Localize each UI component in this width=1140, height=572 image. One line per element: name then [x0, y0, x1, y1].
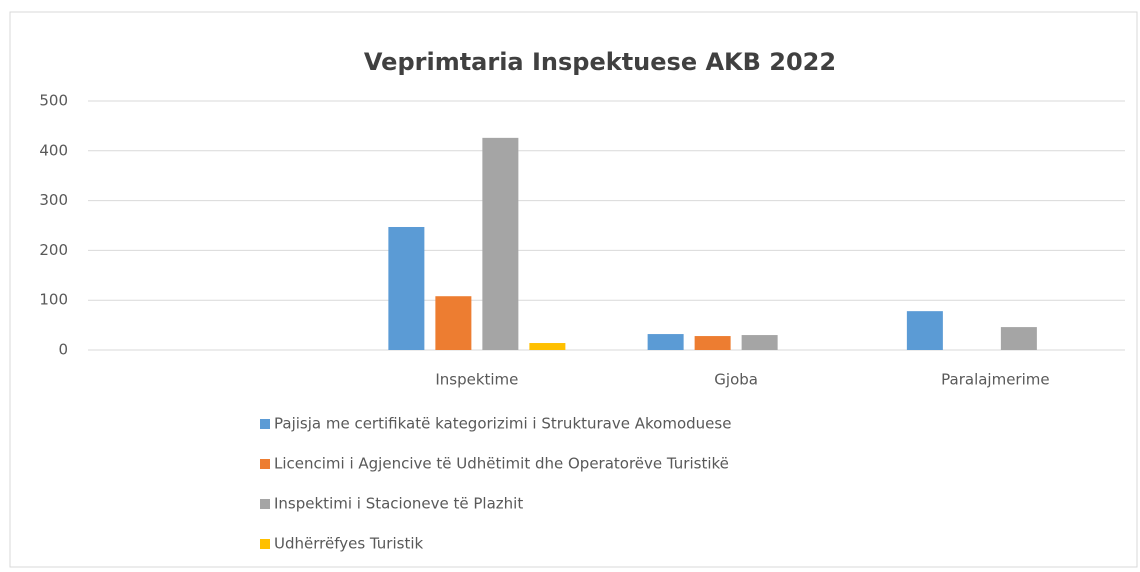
- y-tick-label: 200: [39, 241, 68, 259]
- y-tick-label: 400: [39, 141, 68, 159]
- bar: [906, 311, 943, 350]
- bar: [647, 334, 684, 350]
- legend-label: Inspektimi i Stacioneve të Plazhit: [274, 495, 523, 513]
- bar: [741, 335, 778, 350]
- y-tick-label: 500: [39, 92, 68, 110]
- legend-label: Licencimi i Agjencive të Udhëtimit dhe O…: [274, 455, 729, 473]
- bar: [388, 226, 425, 350]
- legend-swatch: [260, 499, 270, 509]
- bar: [435, 296, 472, 350]
- bar: [529, 343, 566, 350]
- x-tick-label: Gjoba: [714, 371, 758, 389]
- y-tick-label: 300: [39, 191, 68, 209]
- legend-label: Udhërrëfyes Turistik: [274, 535, 424, 553]
- legend-swatch: [260, 539, 270, 549]
- y-tick-label: 100: [39, 291, 68, 309]
- chart-frame: [9, 11, 1138, 568]
- chart-title: Veprimtaria Inspektuese AKB 2022: [364, 48, 836, 76]
- bar: [1000, 327, 1037, 350]
- x-tick-label: Paralajmerime: [941, 371, 1049, 389]
- x-tick-label: Inspektime: [435, 371, 518, 389]
- y-tick-label: 0: [58, 341, 68, 359]
- legend-swatch: [260, 419, 270, 429]
- bar: [482, 137, 519, 350]
- legend-label: Pajisja me certifikatë kategorizimi i St…: [274, 415, 731, 433]
- bar: [694, 336, 731, 350]
- legend-swatch: [260, 459, 270, 469]
